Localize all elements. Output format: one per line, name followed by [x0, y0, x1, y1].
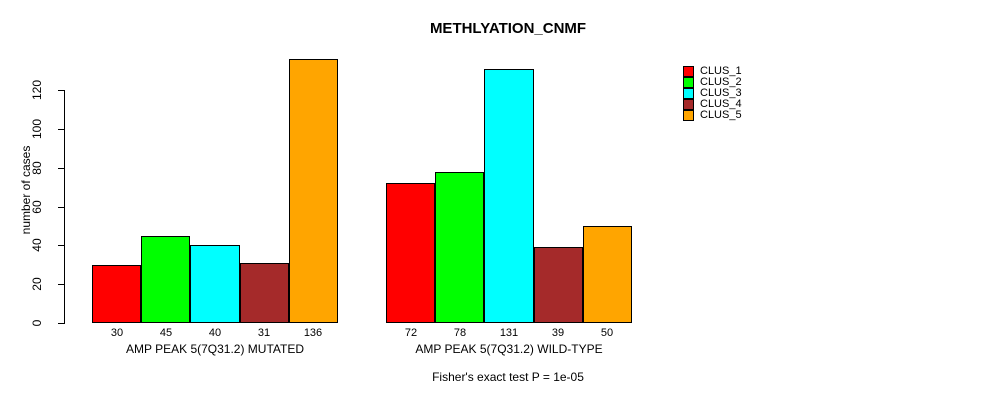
bar-value-label: 45: [159, 327, 173, 339]
y-tick-label: 80: [30, 161, 44, 175]
bar-clus_4-g2: [534, 247, 583, 323]
legend-item-clus_3: CLUS_3: [683, 88, 742, 99]
bar-clus_3-g1: [190, 245, 240, 323]
y-tick-label: 0: [30, 319, 44, 327]
legend-label: CLUS_2: [700, 76, 742, 88]
bar-clus_4-g1: [240, 263, 289, 323]
legend: CLUS_1 CLUS_2 CLUS_3 CLUS_4 CLUS_5: [683, 0, 803, 130]
chart-title: METHLYATION_CNMF: [429, 20, 587, 37]
fisher-test-annotation: Fisher's exact test P = 1e-05: [432, 370, 584, 384]
bar-value-label: 72: [404, 327, 418, 339]
y-tick-label: 120: [30, 79, 44, 101]
y-tick: [58, 90, 65, 91]
bar-value-label: 40: [208, 327, 222, 339]
legend-label: CLUS_1: [700, 65, 742, 77]
y-tick: [58, 245, 65, 246]
legend-swatch-clus_4: [683, 99, 694, 110]
legend-item-clus_1: CLUS_1: [683, 66, 742, 77]
bar-value-label: 39: [551, 327, 565, 339]
legend-swatch-clus_2: [683, 77, 694, 88]
bar-value-label: 136: [303, 327, 323, 339]
bar-clus_3-g2: [484, 69, 534, 323]
bar-clus_2-g1: [141, 236, 190, 323]
y-tick: [58, 168, 65, 169]
y-tick-label: 40: [30, 238, 44, 252]
y-tick: [58, 284, 65, 285]
y-tick-label: 100: [30, 118, 44, 140]
y-tick: [58, 207, 65, 208]
bar-value-label: 30: [110, 327, 124, 339]
y-tick: [58, 129, 65, 130]
y-tick-label: 20: [30, 277, 44, 291]
y-tick-label: 60: [30, 200, 44, 214]
bar-value-label: 131: [499, 327, 519, 339]
y-tick: [58, 323, 65, 324]
legend-swatch-clus_3: [683, 88, 694, 99]
bar-clus_5-g2: [583, 226, 632, 323]
legend-label: CLUS_3: [700, 87, 742, 99]
legend-swatch-clus_5: [683, 110, 694, 121]
legend-item-clus_2: CLUS_2: [683, 77, 742, 88]
group-label: AMP PEAK 5(7Q31.2) MUTATED: [125, 342, 305, 356]
group-label: AMP PEAK 5(7Q31.2) WILD-TYPE: [415, 342, 603, 356]
bar-clus_5-g1: [289, 59, 338, 323]
bar-clus_1-g1: [92, 265, 141, 323]
legend-label: CLUS_5: [700, 109, 742, 121]
legend-label: CLUS_4: [700, 98, 742, 110]
bar-clus_1-g2: [386, 183, 435, 323]
bar-clus_2-g2: [435, 172, 484, 323]
legend-item-clus_5: CLUS_5: [683, 110, 742, 121]
legend-swatch-clus_1: [683, 66, 694, 77]
legend-item-clus_4: CLUS_4: [683, 99, 742, 110]
bar-value-label: 31: [257, 327, 271, 339]
bar-value-label: 78: [453, 327, 467, 339]
bar-value-label: 50: [600, 327, 614, 339]
